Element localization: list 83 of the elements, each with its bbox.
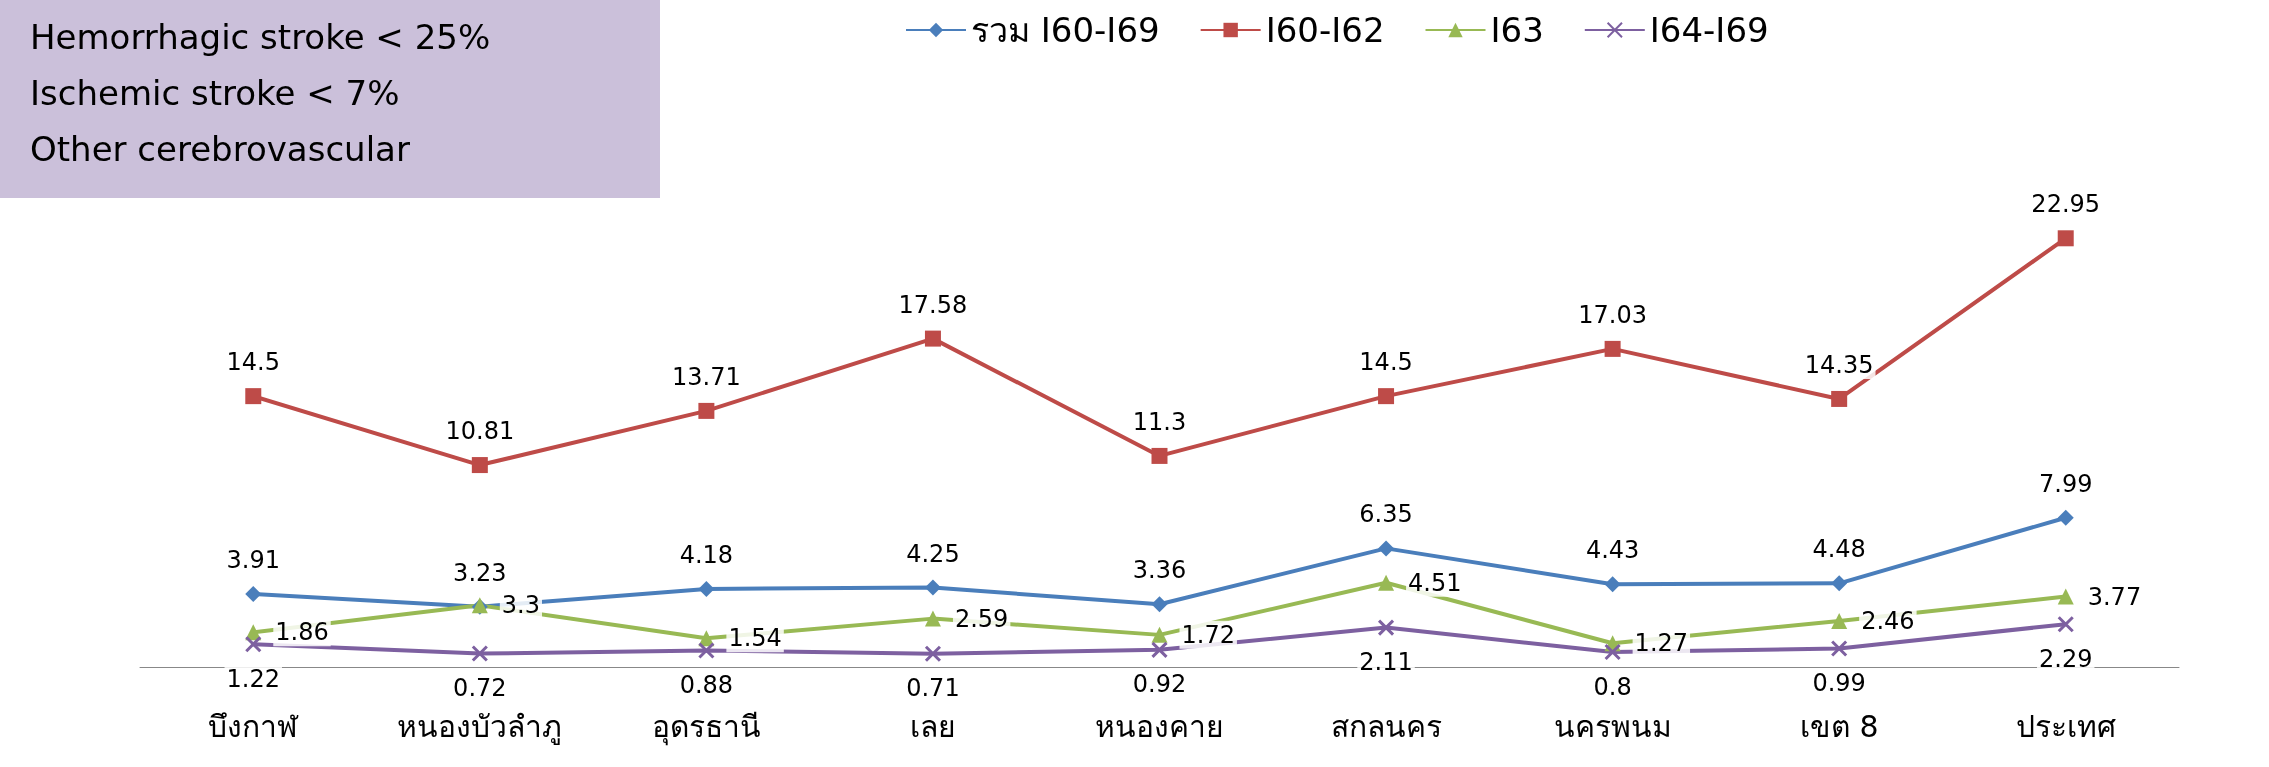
point bbox=[245, 585, 262, 602]
data-label: 1.86 bbox=[275, 618, 329, 647]
x-tick-label: นครพนม bbox=[1553, 708, 1672, 744]
point bbox=[698, 402, 715, 419]
data-label: 14.5 bbox=[1359, 348, 1413, 377]
data-label: 0.92 bbox=[1132, 670, 1187, 699]
point bbox=[1151, 447, 1168, 464]
data-label: 1.22 bbox=[226, 664, 280, 693]
data-label: 0.8 bbox=[1593, 672, 1632, 701]
point bbox=[1604, 576, 1621, 593]
point bbox=[924, 645, 942, 663]
point bbox=[244, 635, 262, 653]
data-label: 4.48 bbox=[1812, 535, 1866, 564]
legend-label: รวม I60-I69 bbox=[971, 10, 1160, 50]
point bbox=[924, 610, 941, 627]
data-label: 0.71 bbox=[906, 674, 960, 703]
point bbox=[698, 580, 715, 597]
point bbox=[1378, 540, 1395, 557]
point bbox=[924, 330, 941, 347]
point bbox=[1378, 574, 1395, 591]
data-label: 10.81 bbox=[445, 417, 515, 446]
data-label: 14.5 bbox=[226, 348, 280, 377]
point bbox=[1831, 613, 1848, 630]
data-label: 2.11 bbox=[1359, 648, 1413, 677]
data-label: 4.25 bbox=[906, 539, 960, 568]
point bbox=[1151, 641, 1168, 659]
data-label: 3.91 bbox=[226, 545, 280, 574]
data-label: 22.95 bbox=[2031, 190, 2101, 219]
data-label: 3.3 bbox=[501, 591, 541, 620]
point bbox=[1831, 390, 1848, 407]
x-tick-label: เขต 8 bbox=[1799, 708, 1879, 744]
point bbox=[1831, 575, 1848, 592]
x-tick-label: บึงกาฬ bbox=[208, 708, 300, 744]
legend-label: I63 bbox=[1490, 10, 1544, 50]
data-label: 11.3 bbox=[1132, 407, 1187, 436]
x-tick-label: อุดรธานี bbox=[651, 708, 761, 746]
data-label: 0.72 bbox=[453, 674, 507, 703]
point bbox=[924, 579, 941, 596]
text: Hemorrhagic stroke < 25% bbox=[30, 17, 491, 57]
data-label: 4.18 bbox=[679, 540, 734, 569]
data-label: 1.27 bbox=[1634, 629, 1689, 658]
data-label: 4.51 bbox=[1408, 568, 1462, 597]
data-label: 17.58 bbox=[898, 290, 968, 319]
legend-label: I64-I69 bbox=[1649, 10, 1769, 50]
data-label: 2.46 bbox=[1861, 607, 1915, 636]
point bbox=[1604, 643, 1622, 661]
x-tick-label: เลย bbox=[909, 708, 956, 744]
point bbox=[697, 642, 715, 660]
point bbox=[2057, 615, 2075, 633]
data-label: 3.23 bbox=[453, 558, 507, 587]
data-label: 4.43 bbox=[1585, 536, 1640, 565]
data-label: 17.03 bbox=[1578, 300, 1647, 329]
point bbox=[2057, 509, 2074, 526]
data-label: 7.99 bbox=[2039, 469, 2093, 498]
point bbox=[471, 645, 489, 663]
point bbox=[2057, 588, 2074, 605]
x-tick-label: สกลนคร bbox=[1330, 708, 1442, 744]
data-label: 1.54 bbox=[728, 624, 782, 653]
x-tick-label: หนองคาย bbox=[1095, 708, 1224, 744]
x-tick-label: หนองบัวลำภู bbox=[397, 708, 563, 745]
data-label: 14.35 bbox=[1804, 350, 1874, 379]
data-label: 1.72 bbox=[1181, 620, 1235, 649]
data-label: 13.71 bbox=[672, 362, 741, 391]
data-label: 6.35 bbox=[1359, 500, 1413, 529]
point bbox=[1604, 340, 1621, 357]
data-label: 0.99 bbox=[1812, 669, 1866, 698]
point bbox=[245, 388, 262, 405]
point bbox=[1377, 619, 1395, 637]
point bbox=[1151, 596, 1168, 613]
data-label: 2.29 bbox=[2039, 644, 2093, 673]
point bbox=[1378, 388, 1395, 405]
x-tick-label: ประเทศ bbox=[2015, 708, 2116, 744]
point bbox=[2057, 230, 2074, 247]
data-label: 3.36 bbox=[1132, 556, 1187, 585]
point bbox=[471, 457, 488, 474]
data-label: 3.77 bbox=[2087, 582, 2142, 611]
legend-label: I60-I62 bbox=[1265, 10, 1385, 50]
text: Other cerebrovascular bbox=[30, 129, 410, 169]
data-label: 0.88 bbox=[679, 671, 734, 700]
point bbox=[1830, 640, 1848, 658]
text: Ischemic stroke < 7% bbox=[30, 73, 400, 113]
point bbox=[1151, 626, 1168, 643]
data-label: 2.59 bbox=[954, 604, 1009, 633]
